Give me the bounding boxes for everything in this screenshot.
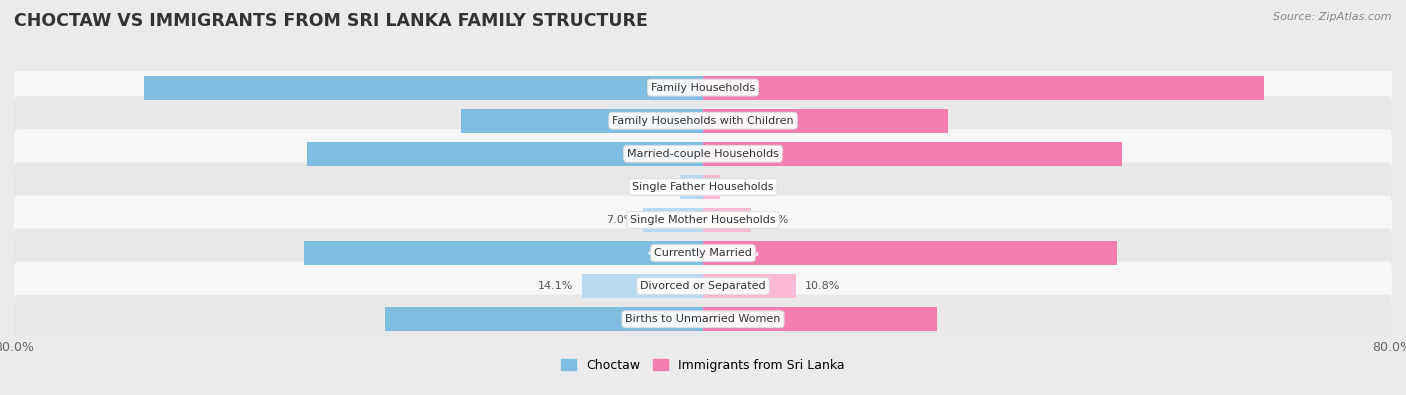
FancyBboxPatch shape <box>14 62 1392 113</box>
Text: Currently Married: Currently Married <box>654 248 752 258</box>
Text: Source: ZipAtlas.com: Source: ZipAtlas.com <box>1274 12 1392 22</box>
Text: 64.9%: 64.9% <box>647 83 686 93</box>
FancyBboxPatch shape <box>14 294 1392 344</box>
Text: Divorced or Separated: Divorced or Separated <box>640 281 766 291</box>
FancyBboxPatch shape <box>14 196 1392 245</box>
Bar <box>304 241 703 265</box>
FancyBboxPatch shape <box>14 96 1392 145</box>
Text: 14.1%: 14.1% <box>537 281 574 291</box>
Bar <box>582 274 703 298</box>
Text: Single Mother Households: Single Mother Households <box>630 215 776 225</box>
Text: 48.1%: 48.1% <box>720 248 759 258</box>
FancyBboxPatch shape <box>14 63 1392 112</box>
Text: 28.4%: 28.4% <box>720 116 759 126</box>
Bar <box>703 175 720 199</box>
Bar <box>703 109 948 133</box>
Bar <box>703 274 796 298</box>
Text: 36.9%: 36.9% <box>647 314 686 324</box>
Bar <box>385 307 703 331</box>
Text: 48.7%: 48.7% <box>720 149 759 159</box>
Bar <box>679 175 703 199</box>
Bar <box>703 241 1118 265</box>
FancyBboxPatch shape <box>14 229 1392 278</box>
Bar <box>703 76 1264 100</box>
Bar <box>703 208 751 232</box>
FancyBboxPatch shape <box>14 228 1392 278</box>
FancyBboxPatch shape <box>14 295 1392 344</box>
Bar <box>143 76 703 100</box>
Text: Family Households: Family Households <box>651 83 755 93</box>
Text: 10.8%: 10.8% <box>804 281 839 291</box>
Text: CHOCTAW VS IMMIGRANTS FROM SRI LANKA FAMILY STRUCTURE: CHOCTAW VS IMMIGRANTS FROM SRI LANKA FAM… <box>14 12 648 30</box>
Bar <box>703 142 1122 166</box>
FancyBboxPatch shape <box>14 129 1392 178</box>
FancyBboxPatch shape <box>14 162 1392 211</box>
Text: 7.0%: 7.0% <box>606 215 634 225</box>
Bar <box>307 142 703 166</box>
Text: 27.2%: 27.2% <box>720 314 759 324</box>
Text: Births to Unmarried Women: Births to Unmarried Women <box>626 314 780 324</box>
FancyBboxPatch shape <box>14 129 1392 179</box>
Text: 46.0%: 46.0% <box>647 149 686 159</box>
Text: Family Households with Children: Family Households with Children <box>612 116 794 126</box>
FancyBboxPatch shape <box>14 261 1392 310</box>
Text: Married-couple Households: Married-couple Households <box>627 149 779 159</box>
FancyBboxPatch shape <box>14 162 1392 212</box>
Text: 2.0%: 2.0% <box>728 182 758 192</box>
FancyBboxPatch shape <box>14 261 1392 311</box>
Legend: Choctaw, Immigrants from Sri Lanka: Choctaw, Immigrants from Sri Lanka <box>557 354 849 377</box>
FancyBboxPatch shape <box>14 195 1392 245</box>
Text: Single Father Households: Single Father Households <box>633 182 773 192</box>
Bar <box>703 307 938 331</box>
Text: 65.1%: 65.1% <box>720 83 759 93</box>
Text: 46.3%: 46.3% <box>647 248 686 258</box>
Bar <box>643 208 703 232</box>
Text: 5.6%: 5.6% <box>759 215 789 225</box>
Bar <box>461 109 703 133</box>
Text: 28.1%: 28.1% <box>647 116 686 126</box>
Text: 2.7%: 2.7% <box>643 182 671 192</box>
FancyBboxPatch shape <box>14 96 1392 146</box>
